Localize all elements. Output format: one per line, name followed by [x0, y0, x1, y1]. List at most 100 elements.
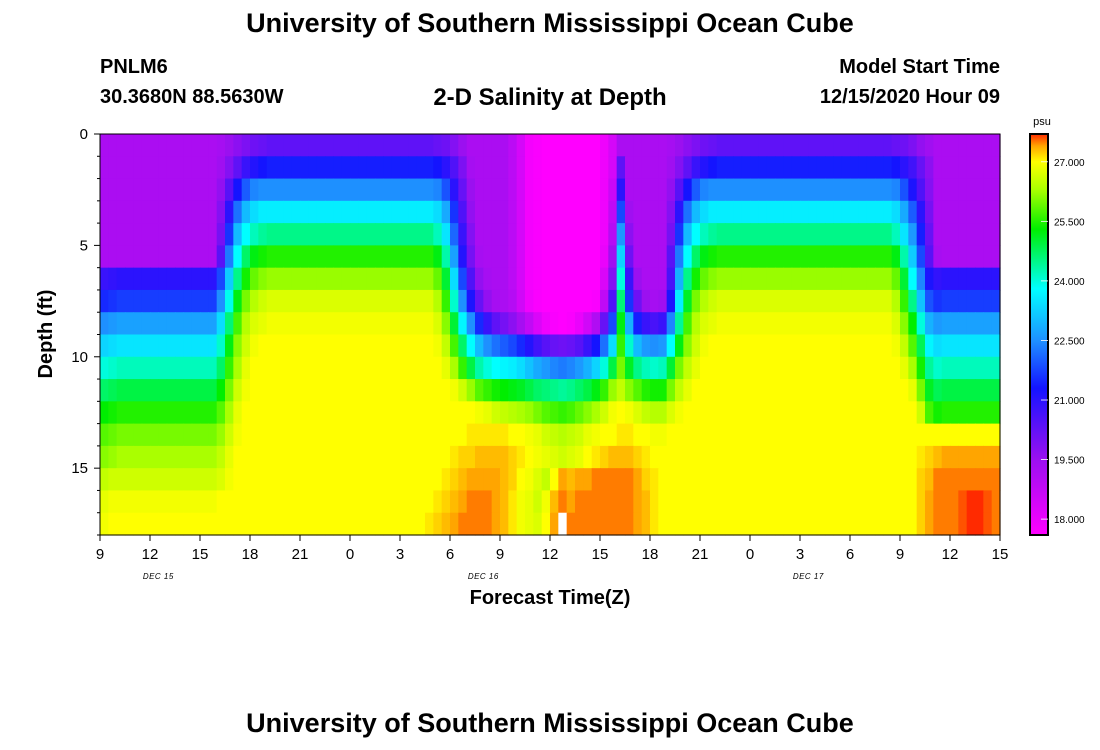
heatmap-cell: [183, 334, 193, 358]
heatmap-cell: [975, 490, 984, 514]
heatmap-cell: [500, 468, 509, 492]
heatmap-cell: [916, 401, 926, 425]
heatmap-cell: [283, 289, 293, 313]
heatmap-cell: [408, 512, 418, 536]
heatmap-cell: [108, 445, 118, 469]
heatmap-cell: [383, 356, 393, 380]
heatmap-cell: [541, 379, 551, 402]
heatmap-cell: [416, 356, 426, 380]
heatmap-cell: [675, 289, 684, 313]
heatmap-cell: [241, 445, 251, 469]
heatmap-cell: [350, 267, 359, 291]
heatmap-cell: [133, 245, 143, 269]
heatmap-cell: [650, 356, 659, 380]
heatmap-cell: [408, 468, 418, 492]
heatmap-cell: [625, 334, 634, 358]
heatmap-cell: [791, 490, 801, 514]
heatmap-cell: [166, 468, 176, 492]
heatmap-cell: [183, 445, 193, 469]
heatmap-cell: [850, 445, 859, 469]
heatmap-cell: [866, 267, 876, 291]
heatmap-cell: [991, 379, 1001, 402]
heatmap-cell: [808, 490, 818, 514]
heatmap-cell: [566, 356, 576, 380]
heatmap-cell: [283, 512, 293, 536]
heatmap-cell: [858, 156, 868, 180]
heatmap-cell: [875, 468, 884, 492]
heatmap-cell: [166, 490, 176, 514]
heatmap-cell: [933, 468, 943, 492]
heatmap-cell: [275, 200, 284, 224]
heatmap-cell: [391, 445, 401, 469]
heatmap-cell: [208, 334, 218, 358]
heatmap-cell: [491, 223, 501, 246]
heatmap-cell: [975, 401, 984, 425]
heatmap-cell: [833, 245, 843, 269]
heatmap-cell: [633, 490, 643, 514]
heatmap-cell: [650, 200, 659, 224]
heatmap-cell: [791, 401, 801, 425]
heatmap-cell: [141, 312, 151, 336]
heatmap-cell: [366, 490, 376, 514]
heatmap-cell: [591, 289, 601, 313]
heatmap-cell: [983, 401, 993, 425]
heatmap-cell: [275, 334, 284, 358]
heatmap-cell: [883, 156, 893, 180]
heatmap-cell: [283, 334, 293, 358]
heatmap-cell: [433, 156, 443, 180]
heatmap-cell: [958, 178, 968, 202]
heatmap-cell: [641, 468, 651, 492]
heatmap-cell: [233, 156, 243, 180]
heatmap-cell: [158, 334, 168, 358]
heatmap-cell: [633, 289, 643, 313]
heatmap-cell: [533, 379, 543, 402]
heatmap-cell: [250, 445, 259, 469]
heatmap-cell: [508, 490, 518, 514]
heatmap-cell: [300, 200, 309, 224]
heatmap-cell: [150, 334, 159, 358]
heatmap-cell: [108, 312, 118, 336]
heatmap-cell: [866, 178, 876, 202]
heatmap-cell: [483, 245, 493, 269]
heatmap-cell: [250, 512, 259, 536]
heatmap-cell: [191, 289, 201, 313]
heatmap-cell: [933, 134, 943, 157]
heatmap-cell: [150, 512, 159, 536]
heatmap-cell: [900, 379, 909, 402]
heatmap-cell: [916, 156, 926, 180]
heatmap-cell: [166, 223, 176, 246]
heatmap-cell: [400, 423, 409, 447]
heatmap-cell: [425, 267, 434, 291]
heatmap-cell: [891, 178, 901, 202]
heatmap-cell: [441, 178, 451, 202]
heatmap-cell: [800, 468, 809, 492]
heatmap-cell: [450, 134, 459, 157]
heatmap-cell: [475, 401, 484, 425]
heatmap-cell: [475, 156, 484, 180]
heatmap-cell: [425, 178, 434, 202]
heatmap-cell: [416, 490, 426, 514]
heatmap-cell: [300, 379, 309, 402]
heatmap-cell: [125, 178, 134, 202]
heatmap-cell: [641, 512, 651, 536]
heatmap-cell: [116, 200, 126, 224]
heatmap-cell: [500, 379, 509, 402]
heatmap-cell: [725, 267, 734, 291]
heatmap-cell: [100, 312, 109, 336]
heatmap-cell: [216, 334, 226, 358]
heatmap-cell: [841, 200, 851, 224]
heatmap-cell: [358, 178, 368, 202]
heatmap-cell: [391, 379, 401, 402]
heatmap-cell: [958, 223, 968, 246]
heatmap-cell: [458, 468, 468, 492]
heatmap-cell: [958, 401, 968, 425]
heatmap-cell: [633, 178, 643, 202]
heatmap-cell: [100, 223, 109, 246]
heatmap-cell: [666, 200, 676, 224]
heatmap-cell: [341, 445, 351, 469]
heatmap-cell: [683, 134, 693, 157]
heatmap-cell: [750, 134, 759, 157]
heatmap-cell: [208, 245, 218, 269]
heatmap-cell: [525, 223, 534, 246]
heatmap-cell: [458, 178, 468, 202]
